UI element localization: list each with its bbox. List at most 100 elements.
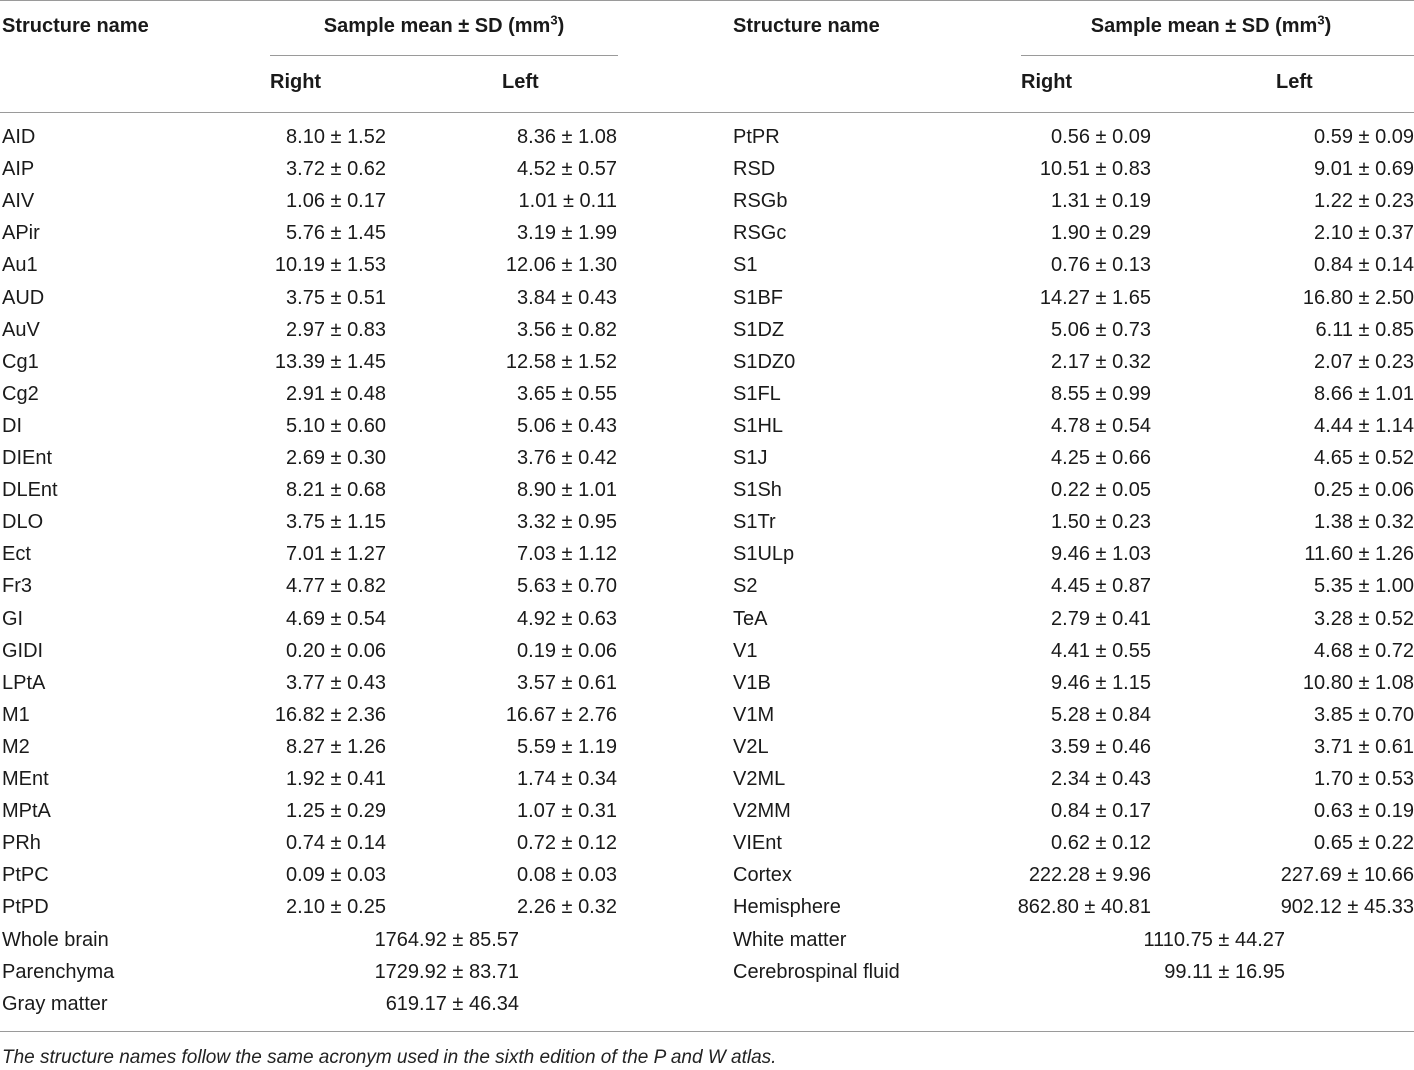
left-value-cell: 8.66 ± 1.01 — [1314, 382, 1414, 405]
right-value-cell: 4.77 ± 0.82 — [286, 575, 386, 598]
right-value-cell: 1.06 ± 0.17 — [286, 190, 386, 213]
right-value-cell: 3.75 ± 1.15 — [286, 511, 386, 534]
left-value-cell: 8.36 ± 1.08 — [517, 126, 617, 148]
right-value-cell: 10.51 ± 0.83 — [1039, 158, 1151, 181]
structure-name-cell: S1FL — [733, 382, 781, 405]
left-value-cell: 227.69 ± 10.66 — [1280, 864, 1414, 887]
structure-name-cell: Cg2 — [2, 382, 39, 405]
right-value-cell: 1.90 ± 0.29 — [1051, 222, 1151, 245]
structure-name-cell: S1 — [733, 254, 758, 277]
structure-name-cell: APir — [2, 222, 40, 245]
sample-mean-header-left: Sample mean ± SD (mm3) — [323, 12, 565, 37]
left-header-right: Left — [1276, 71, 1313, 93]
right-value-cell: 1.31 ± 0.19 — [1051, 190, 1151, 213]
structure-name-cell: GIDI — [2, 639, 44, 662]
left-header-left: Left — [502, 71, 539, 93]
total-value-cell: 1764.92 ± 85.57 — [374, 928, 519, 951]
left-value-cell: 5.59 ± 1.19 — [517, 735, 617, 758]
table-footnote: The structure names follow the same acro… — [2, 1047, 777, 1068]
structure-name-cell: V1 — [733, 639, 758, 662]
right-value-cell: 8.27 ± 1.26 — [286, 735, 386, 758]
left-value-cell: 5.35 ± 1.00 — [1314, 575, 1414, 598]
right-value-cell: 0.20 ± 0.06 — [286, 639, 386, 662]
right-value-cell: 862.80 ± 40.81 — [1017, 896, 1151, 919]
left-value-cell: 902.12 ± 45.33 — [1280, 896, 1414, 919]
total-name-cell: Whole brain — [2, 928, 109, 951]
structure-name-cell: S1DZ0 — [733, 350, 796, 373]
right-value-cell: 2.91 ± 0.48 — [286, 382, 386, 405]
structure-name-cell: V2ML — [733, 768, 786, 790]
structure-name-cell: S1Sh — [733, 479, 782, 502]
structure-name-cell: V1B — [733, 671, 771, 694]
left-value-cell: 1.22 ± 0.23 — [1314, 190, 1414, 213]
structure-name-cell: Cg1 — [2, 350, 39, 373]
right-value-cell: 8.10 ± 1.52 — [286, 126, 386, 148]
left-value-cell: 1.07 ± 0.31 — [517, 800, 617, 823]
structure-name-cell: M2 — [2, 735, 30, 758]
right-value-cell: 9.46 ± 1.15 — [1051, 671, 1151, 694]
left-value-cell: 16.80 ± 2.50 — [1302, 286, 1414, 309]
right-value-cell: 3.72 ± 0.62 — [286, 158, 386, 181]
header-subrule-left — [270, 55, 618, 56]
structure-name-cell: RSGb — [733, 190, 788, 213]
structure-name-cell: S1J — [733, 447, 768, 469]
right-value-cell: 0.76 ± 0.13 — [1051, 254, 1151, 277]
structure-name-cell: Hemisphere — [733, 896, 841, 919]
right-value-cell: 2.17 ± 0.32 — [1051, 350, 1151, 373]
right-value-cell: 1.25 ± 0.29 — [286, 800, 386, 823]
structure-name-cell: Cortex — [733, 864, 792, 887]
structure-name-header-right: Structure name — [733, 15, 880, 37]
structure-name-cell: Au1 — [2, 254, 38, 277]
left-value-cell: 3.28 ± 0.52 — [1314, 607, 1414, 630]
right-value-cell: 2.79 ± 0.41 — [1051, 607, 1151, 630]
left-value-cell: 2.07 ± 0.23 — [1314, 350, 1414, 373]
structure-name-cell: DLO — [2, 511, 44, 534]
right-value-cell: 5.06 ± 0.73 — [1051, 318, 1151, 341]
total-value-cell: 1729.92 ± 83.71 — [374, 960, 519, 983]
right-value-cell: 5.10 ± 0.60 — [286, 414, 386, 437]
right-value-cell: 5.28 ± 0.84 — [1051, 703, 1151, 726]
left-value-cell: 4.68 ± 0.72 — [1314, 639, 1414, 662]
right-value-cell: 0.22 ± 0.05 — [1051, 479, 1151, 502]
structure-name-cell: AIP — [2, 158, 35, 181]
right-value-cell: 2.10 ± 0.25 — [286, 896, 386, 919]
left-value-cell: 3.57 ± 0.61 — [517, 671, 617, 694]
left-value-cell: 0.63 ± 0.19 — [1314, 800, 1414, 823]
structure-name-cell: DI — [2, 414, 22, 437]
right-value-cell: 1.50 ± 0.23 — [1051, 511, 1151, 534]
right-value-cell: 13.39 ± 1.45 — [274, 350, 386, 373]
bottom-rule — [0, 1031, 1414, 1032]
left-value-cell: 3.76 ± 0.42 — [517, 447, 617, 469]
structure-name-cell: RSD — [733, 158, 776, 181]
right-value-cell: 4.45 ± 0.87 — [1051, 575, 1151, 598]
left-value-cell: 12.06 ± 1.30 — [505, 254, 617, 277]
right-value-cell: 2.69 ± 0.30 — [286, 447, 386, 469]
structure-name-cell: V2MM — [733, 800, 791, 823]
left-value-cell: 4.65 ± 0.52 — [1314, 447, 1414, 469]
total-name-cell: Parenchyma — [2, 960, 115, 983]
left-value-cell: 10.80 ± 1.08 — [1302, 671, 1414, 694]
structure-name-cell: AIV — [2, 190, 35, 213]
left-value-cell: 4.92 ± 0.63 — [517, 607, 617, 630]
left-value-cell: 0.72 ± 0.12 — [517, 832, 617, 855]
structure-name-cell: PtPR — [733, 126, 780, 148]
left-value-cell: 4.44 ± 1.14 — [1314, 414, 1414, 437]
structure-name-cell: S1DZ — [733, 318, 785, 341]
right-value-cell: 5.76 ± 1.45 — [286, 222, 386, 245]
left-value-cell: 3.56 ± 0.82 — [517, 318, 617, 341]
left-value-cell: 1.01 ± 0.11 — [518, 190, 617, 213]
left-value-cell: 9.01 ± 0.69 — [1314, 158, 1414, 181]
right-header-left: Right — [270, 71, 322, 93]
left-value-cell: 0.19 ± 0.06 — [517, 639, 617, 662]
structure-name-cell: AID — [2, 126, 36, 148]
left-value-cell: 6.11 ± 0.85 — [1315, 318, 1414, 341]
left-value-cell: 0.08 ± 0.03 — [517, 864, 617, 887]
structure-name-cell: Fr3 — [2, 575, 32, 598]
left-value-cell: 3.19 ± 1.99 — [517, 222, 617, 245]
right-value-cell: 8.21 ± 0.68 — [286, 479, 386, 502]
right-value-cell: 2.97 ± 0.83 — [286, 318, 386, 341]
sample-mean-header-right: Sample mean ± SD (mm3) — [1090, 12, 1332, 37]
left-value-cell: 0.84 ± 0.14 — [1314, 254, 1414, 277]
structure-name-cell: S2 — [733, 575, 758, 598]
left-value-cell: 11.60 ± 1.26 — [1304, 543, 1414, 566]
